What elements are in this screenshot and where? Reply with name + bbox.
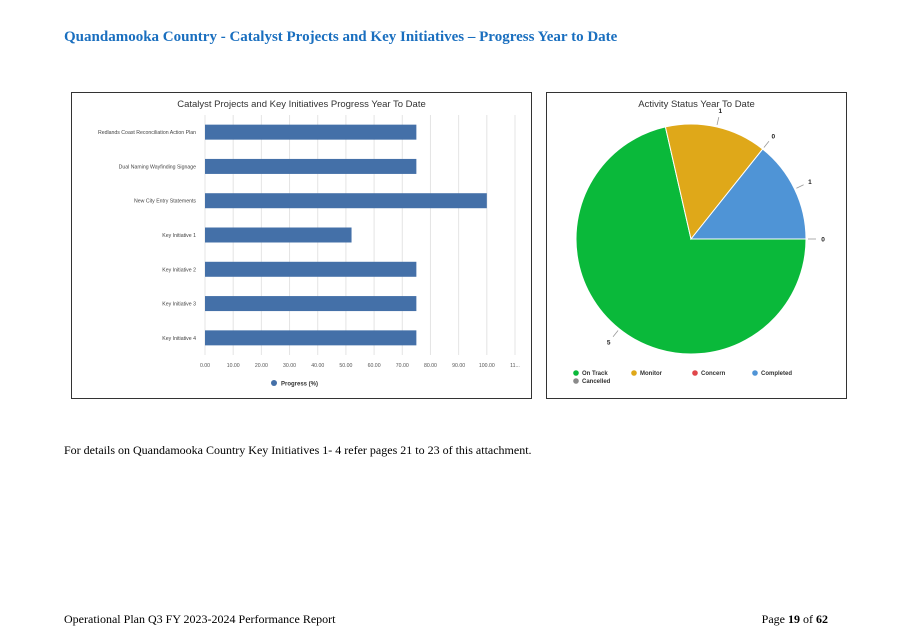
- pie-slice: [575, 126, 807, 355]
- x-tick-label: 30.00: [283, 363, 296, 369]
- x-tick-label: 50.00: [339, 363, 352, 369]
- legend-label: Progress (%): [281, 382, 318, 388]
- pie-slice: [689, 148, 807, 240]
- page-of-label: of: [803, 612, 813, 626]
- x-tick-label: 100.00: [479, 363, 495, 369]
- slice-value-label: 1: [719, 108, 723, 115]
- slice-leader: [763, 141, 770, 148]
- legend-marker: [573, 370, 579, 376]
- category-label: Key Initiative 3: [162, 302, 196, 308]
- legend-marker: [573, 378, 579, 384]
- footer-page-number: Page 19 of 62: [762, 612, 828, 627]
- details-note: For details on Quandamooka Country Key I…: [64, 443, 532, 457]
- x-tick-label: 20.00: [255, 363, 268, 369]
- bar: [205, 330, 417, 346]
- slice-value-label: 0: [821, 237, 825, 244]
- x-tick-label: 40.00: [311, 363, 324, 369]
- slice-value-label: 1: [808, 179, 812, 186]
- progress-bar-chart-svg: Catalyst Projects and Key Initiatives Pr…: [98, 99, 520, 388]
- bar: [205, 193, 487, 209]
- pie-chart-title: Activity Status Year To Date: [638, 99, 755, 110]
- slice-leader: [612, 330, 619, 337]
- bar: [205, 296, 417, 312]
- legend-label: Monitor: [640, 371, 663, 377]
- legend-label: Concern: [701, 371, 726, 377]
- slice-leader: [716, 117, 720, 126]
- category-label: Dual Naming Wayfinding Signage: [119, 164, 196, 170]
- legend-marker: [692, 370, 698, 376]
- legend-label: Cancelled: [582, 379, 611, 385]
- pie-slice: [664, 123, 764, 241]
- current-page: 19: [788, 612, 800, 626]
- category-label: Key Initiative 4: [162, 336, 196, 342]
- category-label: Redlands Coast Reconciliation Action Pla…: [98, 130, 196, 136]
- x-tick-label: 80.00: [424, 363, 437, 369]
- legend-marker: [631, 370, 637, 376]
- bar: [205, 124, 417, 140]
- category-label: Key Initiative 2: [162, 267, 196, 273]
- category-label: Key Initiative 1: [162, 233, 196, 239]
- bar-chart-title: Catalyst Projects and Key Initiatives Pr…: [177, 99, 426, 110]
- slice-leader: [796, 184, 804, 189]
- page-label: Page: [761, 612, 785, 626]
- x-tick-label: 11...: [510, 363, 520, 369]
- category-label: New City Entry Statements: [134, 199, 196, 205]
- x-tick-label: 10.00: [227, 363, 240, 369]
- page-title: Quandamooka Country - Catalyst Projects …: [64, 29, 618, 45]
- activity-status-pie-svg: Activity Status Year To Date 5 1 0 1 0 On Trac…: [573, 99, 825, 385]
- bar: [205, 227, 352, 243]
- slice-value-label: 5: [607, 340, 611, 347]
- bar: [205, 261, 417, 277]
- slice-value-label: 0: [771, 133, 775, 140]
- x-tick-label: 90.00: [452, 363, 465, 369]
- legend-label: Completed: [761, 371, 792, 377]
- x-tick-label: 70.00: [396, 363, 409, 369]
- activity-status-pie-chart: Activity Status Year To Date 5 1 0 1 0 On Trac…: [546, 92, 847, 399]
- legend-marker: [271, 380, 277, 386]
- x-tick-label: 60.00: [368, 363, 381, 369]
- legend-marker: [752, 370, 758, 376]
- footer-report-name: Operational Plan Q3 FY 2023-2024 Perform…: [64, 612, 336, 626]
- legend-label: On Track: [582, 371, 608, 377]
- total-pages: 62: [816, 612, 828, 626]
- bar: [205, 158, 417, 174]
- progress-bar-chart: Catalyst Projects and Key Initiatives Pr…: [71, 92, 532, 399]
- x-tick-label: 0.00: [200, 363, 210, 369]
